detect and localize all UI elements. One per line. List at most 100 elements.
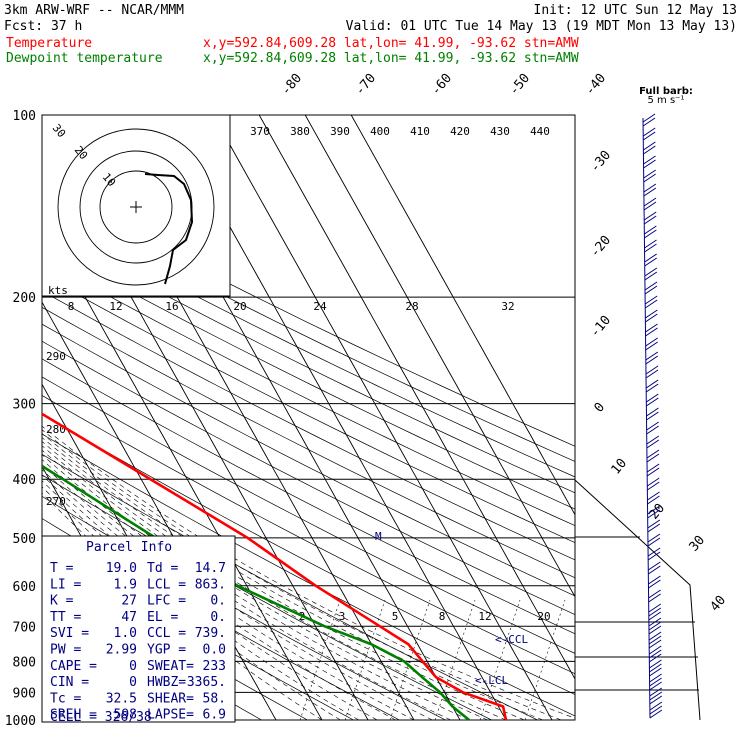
isotherm-line <box>42 136 369 720</box>
wind-barb <box>644 271 658 281</box>
moist-adiabat-line <box>42 459 433 720</box>
wind-barb <box>648 649 662 659</box>
parcel-key: CAPE = <box>50 659 97 674</box>
temperature-tick-label: -80 <box>279 71 306 99</box>
mixing-ratio-label: 8 <box>439 610 446 623</box>
wind-barbs <box>642 113 663 719</box>
parcel-key: EL = <box>147 610 178 625</box>
parcel-value: 19.0 <box>106 561 137 576</box>
mixing-ratio-line <box>389 599 431 721</box>
mixing-ratio-label: 5 <box>392 610 399 623</box>
wind-barb <box>646 467 660 477</box>
parcel-key: SREH = <box>50 708 97 723</box>
wind-barb <box>643 215 657 225</box>
wind-barb <box>644 229 657 239</box>
temperature-tick-label: -40 <box>583 71 610 99</box>
wind-barb <box>647 551 661 561</box>
mixing-ratio-line <box>434 599 476 721</box>
parcel-value: 739. <box>195 626 226 641</box>
mixing-ratio-label: 12 <box>478 610 491 623</box>
wind-barb <box>642 131 656 141</box>
moist-adiabat-line <box>42 437 525 720</box>
wind-barb <box>647 565 661 575</box>
temperature-tick-label: -20 <box>588 233 615 261</box>
mixing-ratio-label: 3 <box>339 610 346 623</box>
parcel-key: SWEAT= <box>147 659 194 674</box>
hodograph-axis-label: 12 <box>109 300 122 313</box>
forecast-hour: Fcst: 37 h <box>4 19 82 34</box>
wind-barb <box>643 169 656 179</box>
wind-barb <box>643 183 657 193</box>
wind-barb <box>649 687 663 697</box>
temperature-tick-label: 0 <box>592 400 609 416</box>
dry-adiabat-line <box>42 185 575 447</box>
wind-barb <box>647 561 661 571</box>
wind-barb <box>649 673 662 683</box>
theta-label: 370 <box>250 125 270 138</box>
wind-barb <box>643 187 657 197</box>
pressure-label: 300 <box>13 398 36 413</box>
dry-adiabat-line <box>42 323 575 597</box>
wind-barb <box>645 355 659 365</box>
wind-barb <box>648 639 662 649</box>
dewpoint-legend: Dewpoint temperature <box>6 51 163 66</box>
wind-barb <box>648 621 662 631</box>
parcel-value: 2.99 <box>106 643 137 658</box>
wind-barb <box>646 453 660 463</box>
parcel-key: SHEAR= <box>147 691 194 706</box>
wind-barb <box>644 253 657 263</box>
dry-adiabat-line <box>42 376 575 654</box>
dry-adiabat-line <box>42 340 575 615</box>
barb-unit: 5 m s⁻¹ <box>648 95 685 106</box>
parcel-key: LI = <box>50 577 81 592</box>
parcel-value: 14.7 <box>195 561 226 576</box>
dry-adiabat-line <box>42 395 575 675</box>
wind-barb <box>645 365 659 375</box>
pressure-label: 900 <box>13 686 36 701</box>
parcel-value: 58. <box>203 691 226 706</box>
hodograph-axis-label: 16 <box>165 300 178 313</box>
wind-barb <box>648 593 661 603</box>
wind-barb <box>643 211 657 221</box>
wind-barb <box>643 141 656 151</box>
dry-adiabat-line <box>42 358 575 635</box>
wind-barb <box>643 145 656 155</box>
hodograph-axis-label: 32 <box>501 300 514 313</box>
plot-edge <box>574 479 701 721</box>
wind-barb <box>642 113 656 123</box>
wind-barb <box>648 645 662 655</box>
mixing-ratio-line <box>299 599 341 721</box>
pressure-label: 200 <box>13 291 36 306</box>
profile-traces <box>42 412 508 720</box>
wind-barb <box>645 351 659 361</box>
wind-barb <box>646 421 659 431</box>
wind-barb <box>648 625 662 635</box>
parcel-key: LCL = <box>147 577 186 592</box>
isotherm-line <box>166 115 507 720</box>
parcel-info-title: Parcel Info <box>86 540 172 555</box>
wind-barb <box>648 603 662 613</box>
dry-adiabat-line <box>42 433 575 717</box>
parcel-cell: CELL = 326/38 <box>50 710 152 725</box>
temperature-legend: Temperature <box>6 36 92 51</box>
hodograph-trace <box>144 173 194 285</box>
wind-barb <box>648 579 661 589</box>
parcel-value: 47 <box>121 610 137 625</box>
wind-barb <box>644 285 658 295</box>
dry-adiabat-line <box>42 274 575 543</box>
barb-staff <box>642 117 651 719</box>
wind-barb <box>645 383 659 393</box>
hodograph-axis-label: 8 <box>68 300 75 313</box>
dewpoint-location: x,y=592.84,609.28 lat,lon= 41.99, -93.62… <box>203 51 579 66</box>
wind-barb <box>647 547 661 557</box>
theta-label: 420 <box>450 125 470 138</box>
wind-barb <box>642 117 656 127</box>
parcel-value: 3365. <box>187 675 226 690</box>
temperature-location: x,y=592.84,609.28 lat,lon= 41.99, -93.62… <box>203 36 579 51</box>
parcel-value: 1.9 <box>114 577 137 592</box>
parcel-value: 0 <box>129 659 137 674</box>
wind-barb <box>648 653 662 663</box>
wind-barb <box>647 523 661 533</box>
dry-adiabat-line <box>42 199 575 462</box>
wind-barb <box>648 575 661 585</box>
